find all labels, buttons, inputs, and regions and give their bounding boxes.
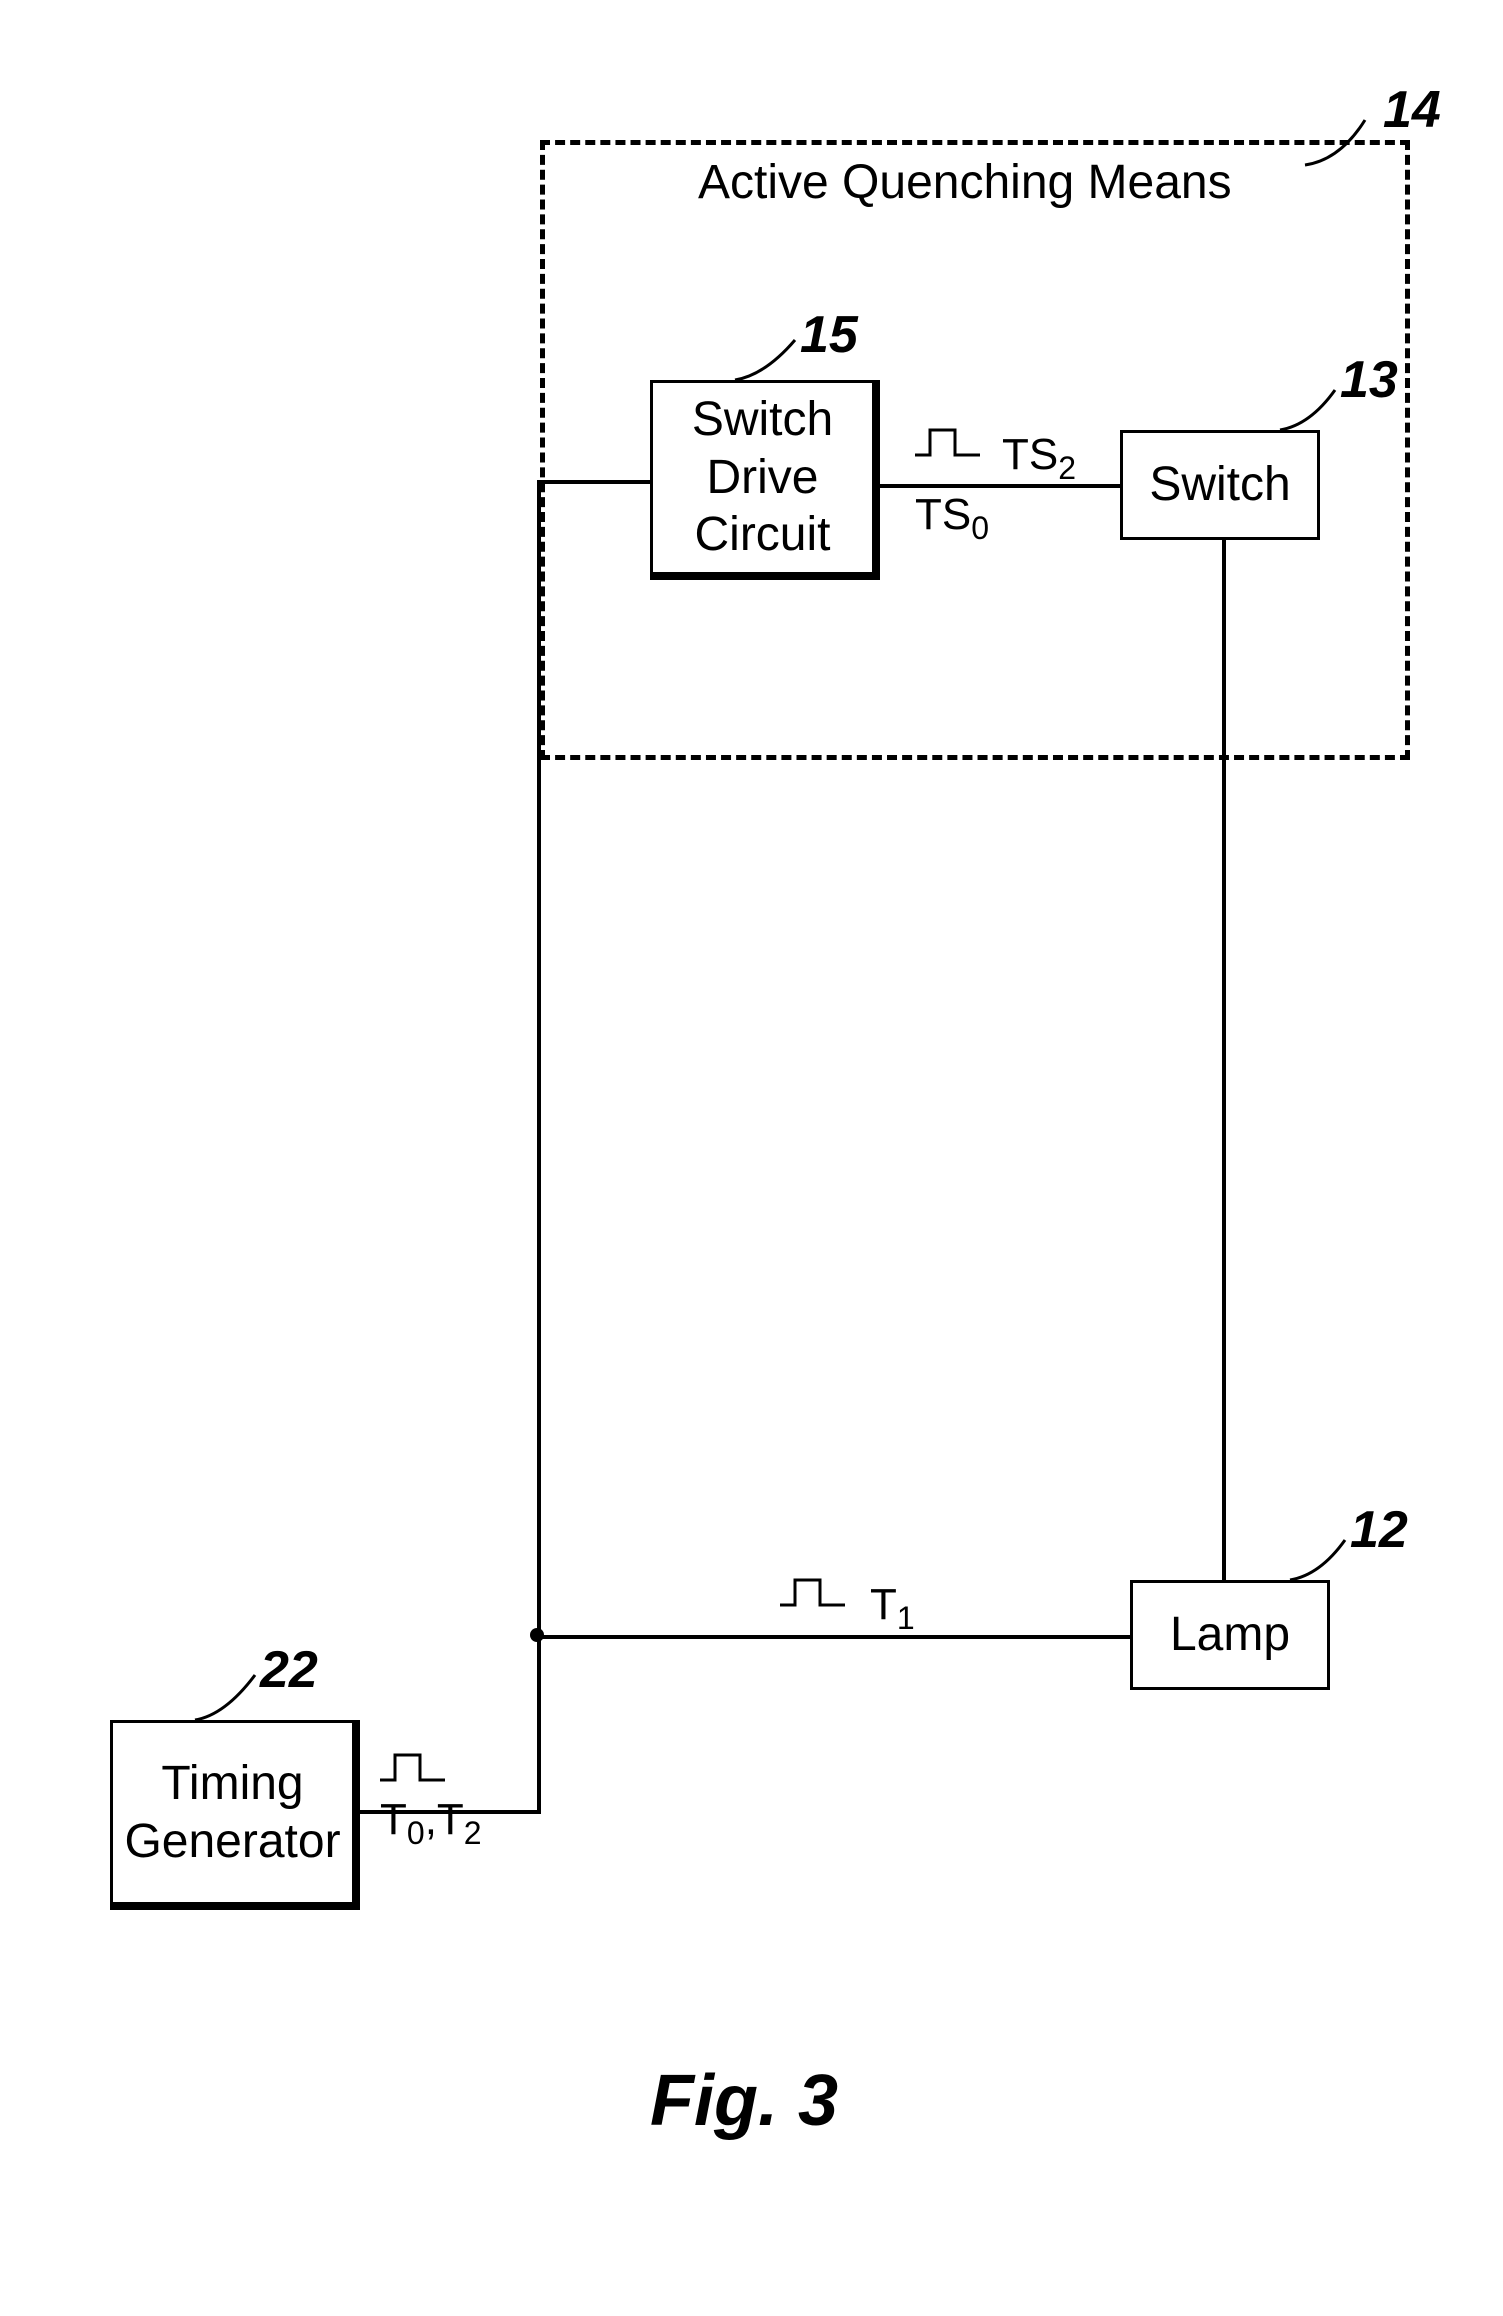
ref-12: 12 <box>1350 1500 1408 1560</box>
active-quenching-label: Active Quenching Means <box>690 155 1240 210</box>
line-sdc-switch <box>880 484 1122 488</box>
signal-ts2: TS2 <box>1002 430 1076 487</box>
switch-drive-label: Switch Drive Circuit <box>653 391 872 564</box>
timing-generator-box: Timing Generator <box>110 1720 360 1910</box>
switch-box: Switch <box>1120 430 1320 540</box>
ref-12-leader <box>1290 1535 1350 1585</box>
line-to-lamp-bottom <box>537 1635 1132 1639</box>
ref-15: 15 <box>800 305 858 365</box>
switch-drive-box: Switch Drive Circuit <box>650 380 880 580</box>
ref-13: 13 <box>1340 350 1398 410</box>
switch-label: Switch <box>1149 456 1290 514</box>
signal-t1: T1 <box>870 1580 915 1637</box>
signal-t0-t2: T0,T2 <box>380 1795 482 1852</box>
ref-14-leader <box>1305 115 1375 170</box>
line-switch-lamp <box>1222 540 1226 1582</box>
signal-ts0: TS0 <box>915 490 989 547</box>
pulse-t1 <box>780 1575 850 1610</box>
ref-14: 14 <box>1383 80 1441 140</box>
ref-22: 22 <box>260 1640 318 1700</box>
timing-generator-label: Timing Generator <box>113 1755 352 1870</box>
pulse-ts <box>915 425 985 460</box>
ref-13-leader <box>1280 385 1340 435</box>
line-to-sdc <box>537 480 652 484</box>
lamp-box: Lamp <box>1130 1580 1330 1690</box>
figure-caption: Fig. 3 <box>650 2060 838 2142</box>
ref-22-leader <box>195 1670 260 1725</box>
line-tg-vert <box>537 480 541 1814</box>
junction-dot <box>530 1628 544 1642</box>
pulse-t0t2 <box>380 1750 450 1785</box>
ref-15-leader <box>735 335 800 385</box>
lamp-label: Lamp <box>1170 1606 1290 1664</box>
